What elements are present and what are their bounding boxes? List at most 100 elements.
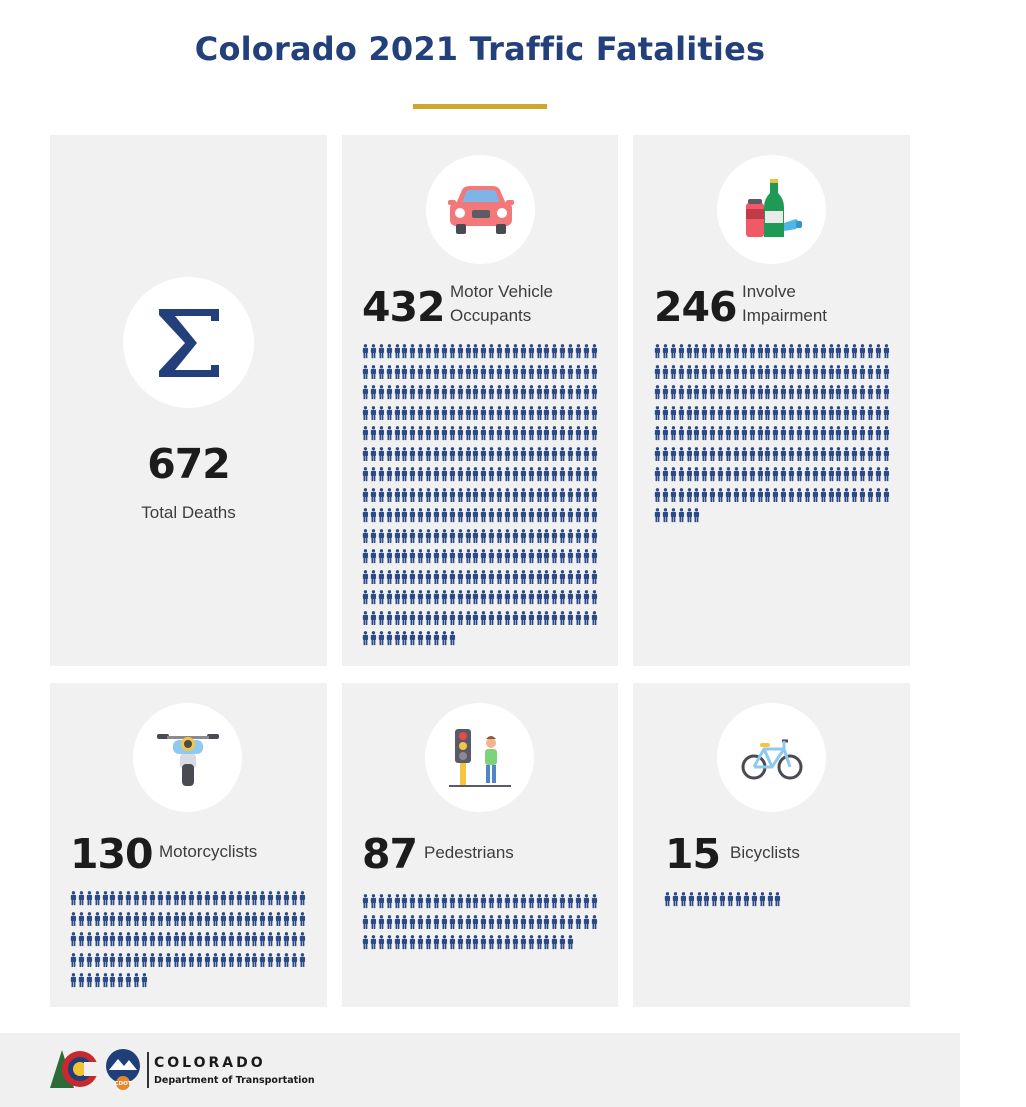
person-icon [449,467,455,482]
person-icon [394,894,400,909]
person-icon [528,914,534,929]
person-icon [362,467,369,482]
person-icon [102,932,108,947]
person-icon [512,569,518,584]
person-icon [418,467,424,482]
person-icon [370,590,376,605]
person-icon [370,569,376,584]
person-icon [425,610,432,625]
person-icon [410,914,416,929]
person-icon [496,549,503,564]
person-icon [544,426,550,441]
person-icon [141,973,148,988]
person-icon [449,914,455,929]
person-icon [583,446,590,461]
person-icon [473,426,479,441]
person-icon [433,446,440,461]
person-icon [702,405,708,420]
person-icon [504,508,511,523]
person-icon [591,569,597,584]
person-icon [720,892,726,907]
person-icon [694,385,700,400]
person-icon [686,446,692,461]
person-icon [441,610,447,625]
person-icon [449,508,455,523]
person-icon [583,610,590,625]
person-icon [686,467,692,482]
person-icon [425,549,432,564]
person-icon [591,508,597,523]
person-icon [370,446,376,461]
person-icon [473,405,479,420]
person-icon [686,405,692,420]
person-icon [710,487,716,502]
person-icon [197,891,203,906]
person-icon [544,914,550,929]
person-icon [725,344,732,359]
person-icon [433,914,440,929]
person-icon [189,932,195,947]
person-icon [473,914,479,929]
person-icon [425,344,432,359]
person-icon [481,405,487,420]
person-icon [165,952,171,967]
person-icon [560,446,566,461]
person-icon [449,610,455,625]
person-icon [457,487,463,502]
person-icon [149,932,155,947]
person-icon [662,344,668,359]
person-icon [654,405,661,420]
person-icon [552,528,558,543]
person-icon [204,891,211,906]
person-icon [654,385,661,400]
person-icon [441,914,447,929]
person-icon [425,405,432,420]
person-icon [481,426,487,441]
person-icon [110,891,116,906]
person-icon [141,911,148,926]
person-icon [702,364,708,379]
person-icon [528,508,534,523]
person-icon [386,385,392,400]
person-icon [741,426,747,441]
person-icon [449,405,455,420]
person-icon [844,426,850,441]
person-icon [402,631,408,646]
person-icon [528,590,534,605]
person-icon [528,385,534,400]
person-icon [481,487,487,502]
person-icon [481,914,487,929]
person-icon [94,891,100,906]
person-icon [181,891,187,906]
person-icon [489,467,495,482]
person-icon [741,467,747,482]
person-icon [394,914,400,929]
person-icon [126,932,132,947]
person-icon [378,894,384,909]
person-icon [567,426,574,441]
person-icon [449,549,455,564]
person-icon [520,385,526,400]
person-icon [275,952,282,967]
person-icon [836,344,842,359]
person-icon [812,426,818,441]
person-icon [433,405,440,420]
person-icon [852,344,858,359]
person-icon [702,426,708,441]
person-icon [244,932,250,947]
person-icon [386,894,392,909]
person-icon [670,344,676,359]
person-icon [370,528,376,543]
person-icon [268,911,274,926]
person-icon [867,446,874,461]
person-icon [425,590,432,605]
person-icon [418,569,424,584]
colorado-flag-logo-icon [50,1050,102,1088]
person-icon [686,385,692,400]
person-icon [473,528,479,543]
person-icon [141,952,148,967]
person-icon [425,446,432,461]
person-icon [504,426,511,441]
person-icon [796,426,803,441]
person-icon [749,364,755,379]
